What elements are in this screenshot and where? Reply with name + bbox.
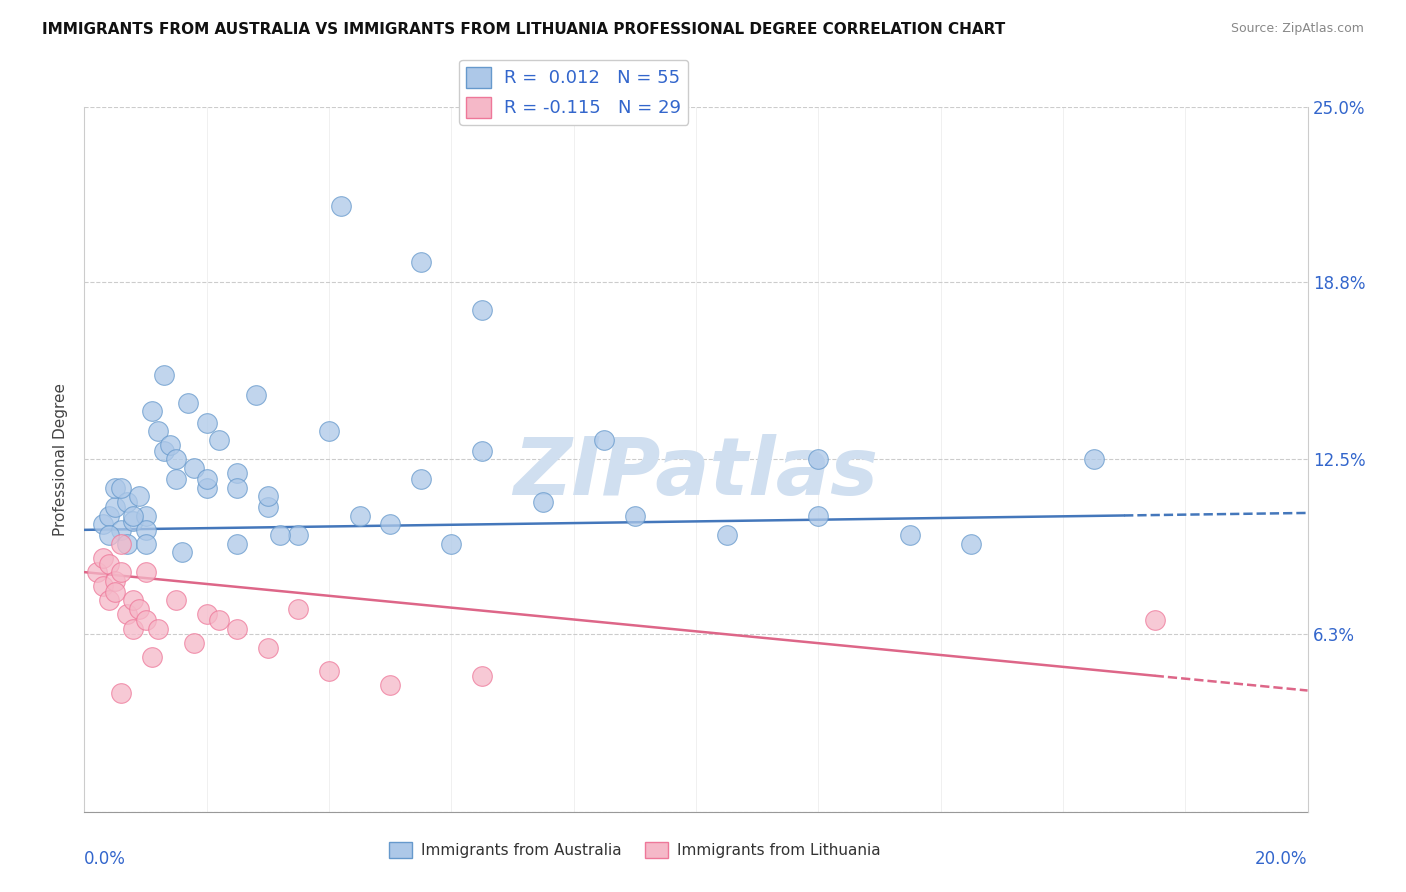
Point bbox=[159, 438, 181, 452]
Point bbox=[122, 593, 145, 607]
Point bbox=[135, 565, 157, 579]
Point bbox=[226, 481, 249, 495]
Point bbox=[165, 472, 187, 486]
Point bbox=[1143, 613, 1166, 627]
Point bbox=[226, 537, 249, 551]
Point bbox=[257, 500, 280, 515]
Text: 20.0%: 20.0% bbox=[1256, 850, 1308, 869]
Point bbox=[177, 396, 200, 410]
Point bbox=[195, 481, 218, 495]
Point bbox=[97, 593, 120, 607]
Point bbox=[593, 433, 616, 447]
Point bbox=[91, 579, 114, 593]
Point bbox=[122, 508, 145, 523]
Text: 0.0%: 0.0% bbox=[84, 850, 127, 869]
Point bbox=[960, 537, 983, 551]
Point bbox=[380, 678, 402, 692]
Point bbox=[208, 613, 231, 627]
Point bbox=[135, 523, 157, 537]
Point bbox=[135, 613, 157, 627]
Point bbox=[471, 669, 494, 683]
Point bbox=[471, 444, 494, 458]
Point bbox=[141, 649, 163, 664]
Point bbox=[195, 472, 218, 486]
Point bbox=[807, 508, 830, 523]
Point bbox=[318, 424, 340, 438]
Point bbox=[165, 593, 187, 607]
Text: Source: ZipAtlas.com: Source: ZipAtlas.com bbox=[1230, 22, 1364, 36]
Point bbox=[226, 622, 249, 636]
Point bbox=[128, 601, 150, 615]
Point bbox=[318, 664, 340, 678]
Point bbox=[110, 686, 132, 700]
Point bbox=[86, 565, 108, 579]
Point bbox=[195, 607, 218, 622]
Point bbox=[141, 404, 163, 418]
Point bbox=[104, 574, 127, 588]
Point bbox=[409, 255, 432, 269]
Text: ZIPatlas: ZIPatlas bbox=[513, 434, 879, 513]
Point bbox=[172, 545, 194, 559]
Point bbox=[183, 635, 205, 649]
Point bbox=[115, 494, 138, 508]
Point bbox=[471, 303, 494, 318]
Point bbox=[110, 537, 132, 551]
Point bbox=[104, 481, 127, 495]
Point bbox=[146, 424, 169, 438]
Point bbox=[349, 508, 371, 523]
Point bbox=[97, 508, 120, 523]
Point bbox=[153, 368, 176, 382]
Point bbox=[110, 565, 132, 579]
Point bbox=[97, 528, 120, 542]
Point bbox=[122, 622, 145, 636]
Point bbox=[146, 622, 169, 636]
Point bbox=[716, 528, 738, 542]
Point bbox=[624, 508, 647, 523]
Point bbox=[104, 500, 127, 515]
Legend: R =  0.012   N = 55, R = -0.115   N = 29: R = 0.012 N = 55, R = -0.115 N = 29 bbox=[458, 60, 689, 125]
Point bbox=[104, 585, 127, 599]
Point bbox=[257, 641, 280, 656]
Point bbox=[195, 416, 218, 430]
Point bbox=[91, 551, 114, 566]
Point bbox=[183, 460, 205, 475]
Point bbox=[245, 387, 267, 401]
Text: IMMIGRANTS FROM AUSTRALIA VS IMMIGRANTS FROM LITHUANIA PROFESSIONAL DEGREE CORRE: IMMIGRANTS FROM AUSTRALIA VS IMMIGRANTS … bbox=[42, 22, 1005, 37]
Point bbox=[128, 489, 150, 503]
Point bbox=[115, 537, 138, 551]
Point bbox=[287, 528, 309, 542]
Point bbox=[287, 601, 309, 615]
Point bbox=[135, 508, 157, 523]
Point bbox=[330, 199, 353, 213]
Point bbox=[531, 494, 554, 508]
Point bbox=[440, 537, 463, 551]
Point bbox=[409, 472, 432, 486]
Point bbox=[135, 537, 157, 551]
Point bbox=[110, 523, 132, 537]
Point bbox=[208, 433, 231, 447]
Point bbox=[110, 481, 132, 495]
Point bbox=[91, 517, 114, 532]
Point bbox=[807, 452, 830, 467]
Point bbox=[165, 452, 187, 467]
Point bbox=[269, 528, 291, 542]
Point bbox=[115, 607, 138, 622]
Point bbox=[153, 444, 176, 458]
Point bbox=[122, 515, 145, 529]
Y-axis label: Professional Degree: Professional Degree bbox=[53, 383, 69, 536]
Point bbox=[898, 528, 921, 542]
Point bbox=[226, 467, 249, 481]
Point bbox=[97, 557, 120, 571]
Point bbox=[257, 489, 280, 503]
Point bbox=[380, 517, 402, 532]
Point bbox=[1083, 452, 1105, 467]
